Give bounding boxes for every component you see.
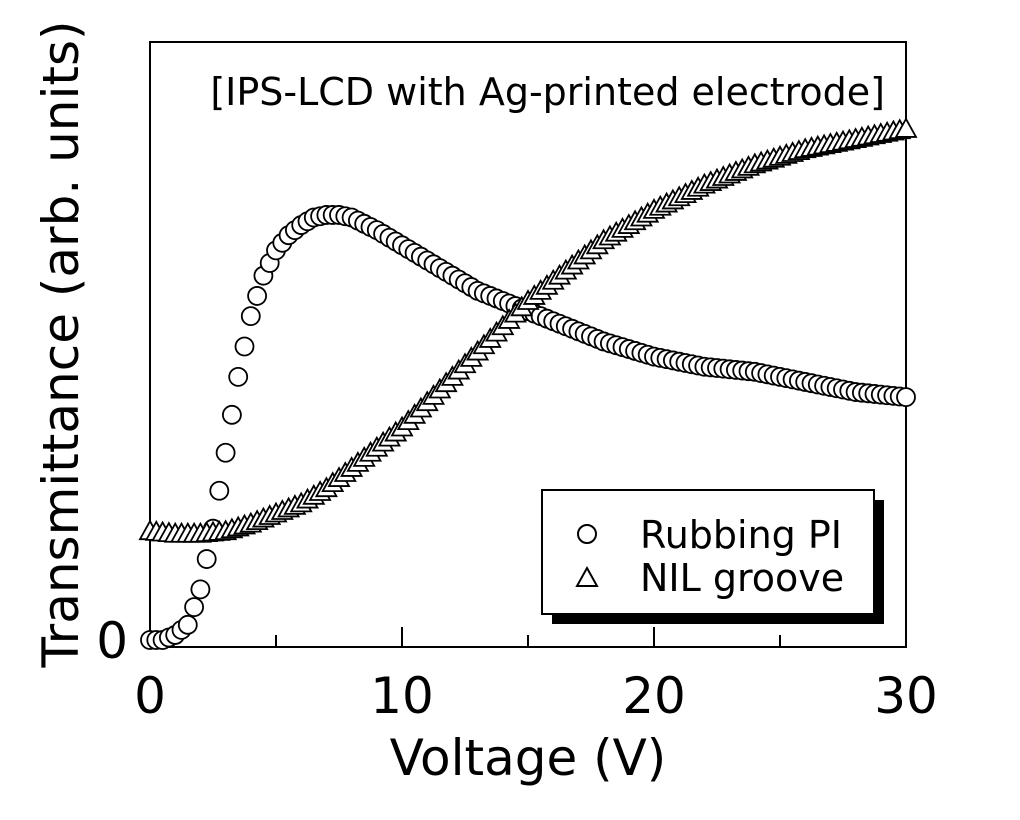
legend-label-nil-groove: NIL groove (640, 556, 844, 600)
x-tick-label: 10 (370, 667, 434, 725)
series-rubbing-pi (140, 205, 916, 650)
y-axis-title: Transmittance (arb. units) (32, 20, 90, 668)
annotation-text: [IPS-LCD with Ag-printed electrode] (210, 70, 885, 114)
data-point-circle (247, 286, 268, 306)
series-nil-groove (138, 117, 918, 543)
data-point-circle (896, 387, 916, 408)
data-point-circle (184, 597, 205, 618)
series-layer (138, 117, 918, 650)
data-point-triangle (894, 117, 918, 138)
data-point-circle (209, 480, 230, 501)
data-point-circle (190, 579, 211, 600)
data-point-circle (240, 306, 261, 327)
data-point-circle (234, 336, 255, 357)
data-point-circle (221, 404, 242, 425)
data-point-circle (228, 366, 249, 387)
x-tick-label: 0 (134, 667, 166, 725)
y-tick-label: 0 (96, 612, 128, 670)
legend-circle-marker (577, 524, 597, 544)
x-axis-ticks: 0 10 20 30 (134, 627, 938, 725)
legend-triangle-marker (575, 565, 599, 587)
legend-box (541, 489, 875, 615)
x-tick-label: 30 (874, 667, 938, 725)
data-point-circle (215, 442, 236, 463)
legend-label-rubbing-pi: Rubbing PI (640, 513, 842, 557)
data-point-circle (177, 614, 198, 635)
y-axis-ticks: 0 (96, 612, 168, 670)
legend: Rubbing PI NIL groove (541, 489, 884, 624)
data-point-circle (196, 549, 217, 569)
x-axis-title: Voltage (V) (390, 729, 667, 787)
x-tick-label: 20 (622, 667, 686, 725)
